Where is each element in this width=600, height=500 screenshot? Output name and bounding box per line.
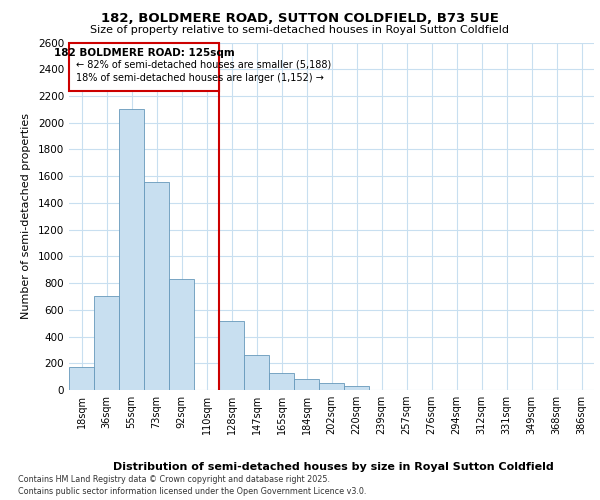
Text: 18% of semi-detached houses are larger (1,152) →: 18% of semi-detached houses are larger (… (77, 73, 325, 83)
Bar (69, 368, 94, 390)
Text: ← 82% of semi-detached houses are smaller (5,188): ← 82% of semi-detached houses are smalle… (77, 60, 332, 70)
Bar (94, 296, 119, 390)
Bar (144, 182, 169, 390)
Bar (294, 380, 319, 390)
Text: Size of property relative to semi-detached houses in Royal Sutton Coldfield: Size of property relative to semi-detach… (91, 25, 509, 35)
Text: Distribution of semi-detached houses by size in Royal Sutton Coldfield: Distribution of semi-detached houses by … (113, 462, 553, 472)
Bar (244, 355, 269, 390)
Y-axis label: Number of semi-detached properties: Number of semi-detached properties (21, 114, 31, 320)
Bar (344, 386, 369, 390)
Text: 182, BOLDMERE ROAD, SUTTON COLDFIELD, B73 5UE: 182, BOLDMERE ROAD, SUTTON COLDFIELD, B7… (101, 12, 499, 26)
Bar (269, 372, 294, 390)
Text: 182 BOLDMERE ROAD: 125sqm: 182 BOLDMERE ROAD: 125sqm (53, 48, 235, 58)
Bar (219, 320, 244, 390)
Bar (69, 42, 219, 90)
Text: Contains public sector information licensed under the Open Government Licence v3: Contains public sector information licen… (18, 486, 367, 496)
Bar (319, 384, 344, 390)
Bar (119, 110, 144, 390)
Bar (169, 279, 194, 390)
Text: Contains HM Land Registry data © Crown copyright and database right 2025.: Contains HM Land Registry data © Crown c… (18, 475, 330, 484)
